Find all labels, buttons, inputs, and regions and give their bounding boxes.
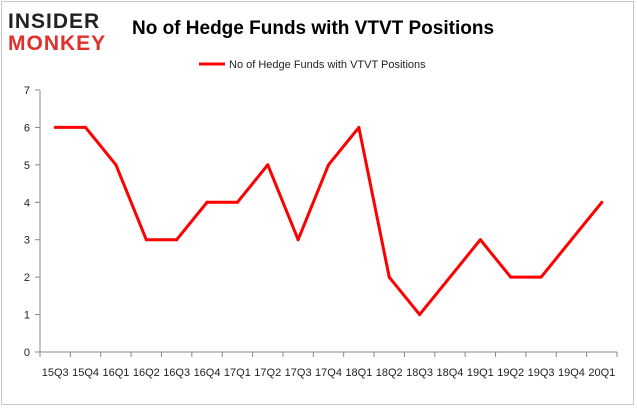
data-point xyxy=(448,275,452,279)
data-point xyxy=(84,125,88,129)
y-tick-label: 1 xyxy=(24,310,30,322)
x-tick-label: 19Q4 xyxy=(558,367,585,379)
data-point xyxy=(478,238,482,242)
y-tick-label: 5 xyxy=(24,160,30,172)
x-axis-ticks: 15Q3 15Q4 16Q1 16Q2 16Q3 16Q4 17Q1 17Q2 17Q3 17Q4… xyxy=(39,352,618,379)
x-tick-label: 15Q3 xyxy=(42,367,69,379)
data-point xyxy=(53,125,57,129)
data-point xyxy=(296,238,300,242)
y-tick-label: 7 xyxy=(24,85,30,97)
x-tick-label: 16Q2 xyxy=(133,367,160,379)
data-point xyxy=(418,313,422,317)
x-tick-label: 17Q4 xyxy=(315,367,342,379)
x-tick-label: 17Q2 xyxy=(254,367,281,379)
data-point xyxy=(266,163,270,167)
chart-title: No of Hedge Funds with VTVT Positions xyxy=(132,18,494,39)
x-tick-label: 18Q4 xyxy=(437,367,464,379)
x-tick-label: 18Q3 xyxy=(406,367,433,379)
logo-line1: INSIDER xyxy=(8,10,100,33)
x-tick-label: 16Q3 xyxy=(163,367,190,379)
data-point xyxy=(569,238,573,242)
series-line xyxy=(55,125,603,317)
data-point xyxy=(235,200,239,204)
data-point xyxy=(144,238,148,242)
x-tick-label: 19Q3 xyxy=(528,367,555,379)
insider-monkey-logo: INSIDER MONKEY xyxy=(8,10,106,55)
y-tick-label: 2 xyxy=(24,272,30,284)
data-point xyxy=(175,238,179,242)
legend-label: No of Hedge Funds with VTVT Positions xyxy=(229,59,426,71)
x-tick-label: 20Q1 xyxy=(588,367,615,379)
y-tick-label: 3 xyxy=(24,235,30,247)
data-point xyxy=(387,275,391,279)
x-tick-label: 17Q3 xyxy=(285,367,312,379)
x-tick-label: 16Q4 xyxy=(194,367,221,379)
y-tick-label: 4 xyxy=(24,197,30,209)
data-point xyxy=(114,163,118,167)
y-tick-label: 0 xyxy=(24,347,30,359)
x-tick-label: 19Q2 xyxy=(497,367,524,379)
x-tick-label: 15Q4 xyxy=(72,367,99,379)
x-tick-label: 19Q1 xyxy=(467,367,494,379)
x-tick-label: 16Q1 xyxy=(102,367,129,379)
data-point xyxy=(357,125,361,129)
data-point xyxy=(600,200,604,204)
legend: No of Hedge Funds with VTVT Positions xyxy=(199,59,426,71)
logo-line2: MONKEY xyxy=(8,32,106,55)
data-point xyxy=(539,275,543,279)
data-point xyxy=(327,163,330,167)
x-tick-label: 18Q2 xyxy=(376,367,403,379)
y-axis-ticks: 0 1 2 3 4 5 6 7 xyxy=(24,85,40,359)
series-layer xyxy=(53,125,604,317)
x-tick-label: 18Q1 xyxy=(345,367,372,379)
data-point xyxy=(509,275,513,279)
data-point xyxy=(205,200,209,204)
x-tick-label: 17Q1 xyxy=(224,367,251,379)
y-tick-label: 6 xyxy=(24,122,30,134)
